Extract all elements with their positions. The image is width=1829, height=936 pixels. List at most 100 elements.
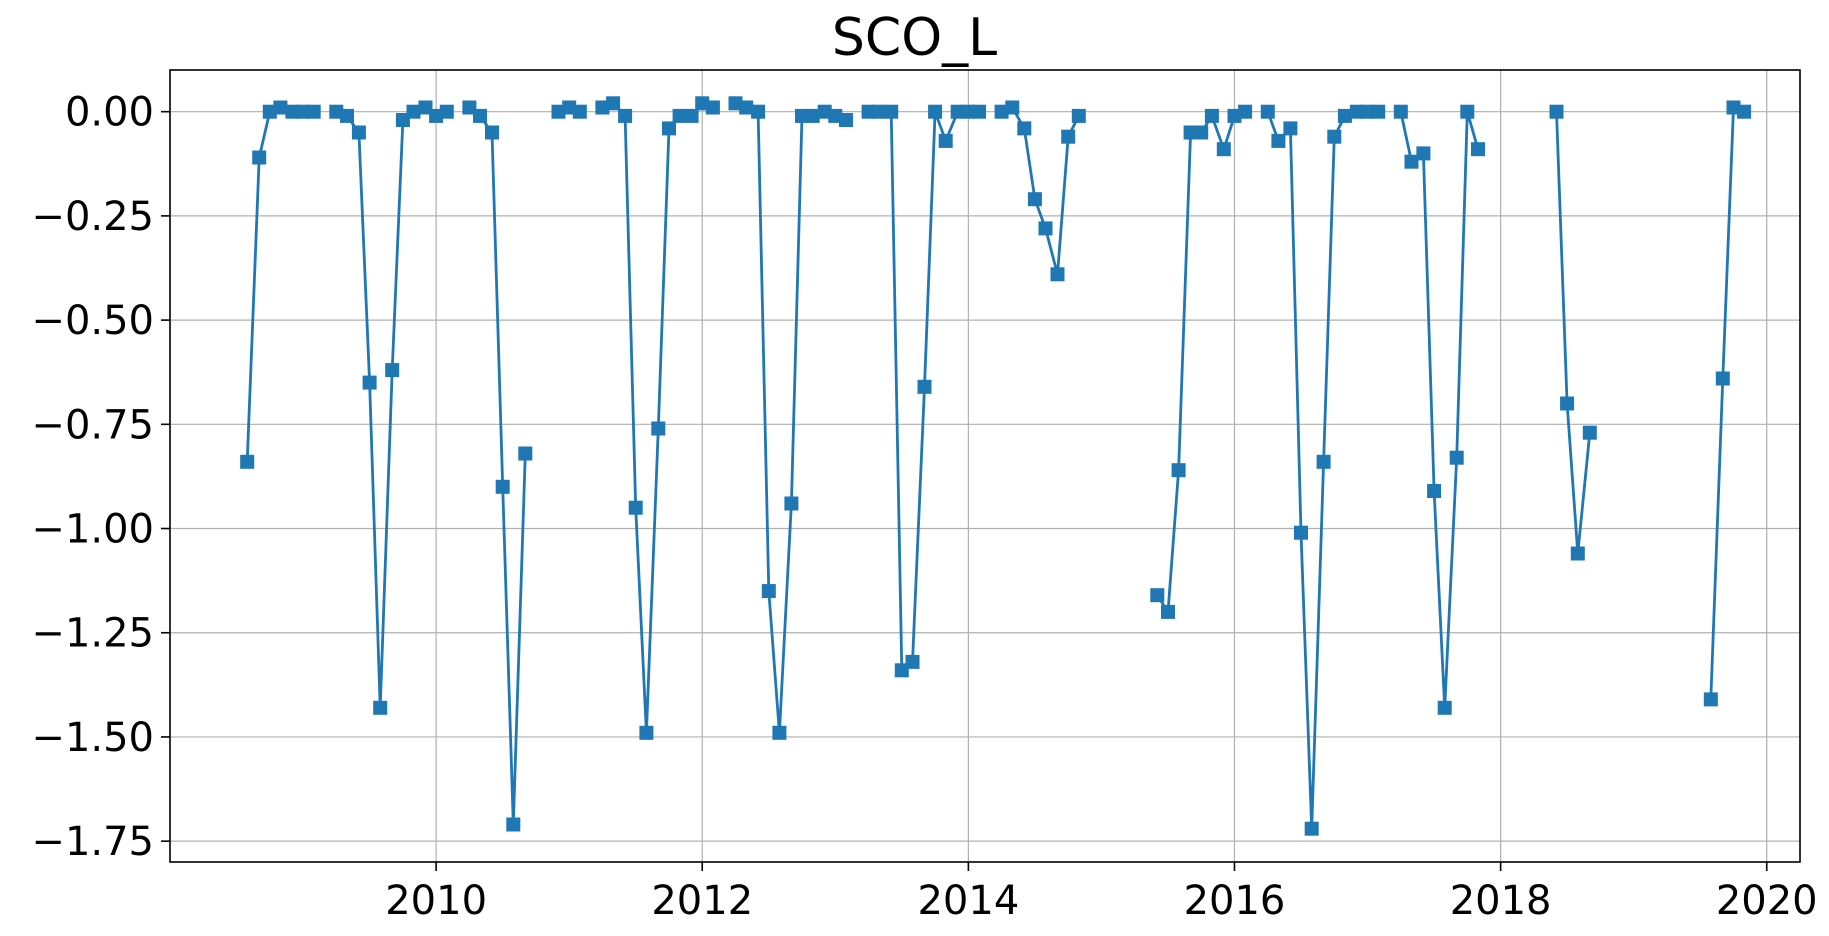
data-point-marker bbox=[495, 479, 510, 494]
data-point-marker bbox=[1271, 133, 1286, 148]
data-point-marker bbox=[905, 654, 920, 669]
data-point-marker bbox=[662, 121, 676, 136]
tick-layer: 2010 2012 2014 2016 2018 2020 0.00 −0.25 −0.50 −0… bbox=[31, 90, 1817, 924]
data-point-marker bbox=[628, 500, 643, 515]
data-point-marker bbox=[240, 454, 255, 469]
data-point-marker bbox=[395, 113, 410, 127]
data-point-marker bbox=[473, 108, 487, 123]
data-point-marker bbox=[506, 817, 521, 832]
series-line-segment bbox=[468, 106, 527, 826]
data-point-marker bbox=[739, 100, 754, 115]
data-point-marker bbox=[562, 100, 577, 115]
data-point-marker bbox=[418, 100, 433, 115]
data-point-marker bbox=[362, 375, 377, 390]
data-point-marker bbox=[1238, 104, 1253, 119]
data-point-marker bbox=[351, 125, 366, 140]
x-tick-label: 2016 bbox=[1184, 878, 1286, 924]
data-point-marker bbox=[839, 113, 853, 127]
data-point-marker bbox=[1737, 104, 1752, 119]
series-line-segment bbox=[1709, 106, 1745, 700]
data-point-marker bbox=[1404, 154, 1419, 169]
data-point-marker bbox=[329, 104, 344, 119]
data-point-marker bbox=[1050, 267, 1065, 282]
y-tick-label: −0.75 bbox=[31, 402, 154, 448]
data-point-marker bbox=[684, 108, 699, 123]
data-point-marker bbox=[1327, 129, 1342, 144]
data-point-marker bbox=[1582, 425, 1597, 440]
data-point-marker bbox=[1171, 463, 1186, 478]
data-point-marker bbox=[1038, 221, 1053, 236]
data-point-marker bbox=[817, 104, 832, 119]
y-tick-label: 0.00 bbox=[65, 90, 154, 136]
y-tick-label: −1.00 bbox=[31, 507, 154, 553]
data-point-marker bbox=[784, 496, 799, 511]
data-point-marker bbox=[761, 584, 776, 599]
data-point-marker bbox=[306, 104, 321, 119]
data-point-marker bbox=[1027, 192, 1042, 207]
data-point-marker bbox=[1393, 104, 1408, 119]
series-line-segment bbox=[1399, 110, 1480, 710]
data-point-marker bbox=[1294, 525, 1308, 540]
data-point-marker bbox=[872, 104, 887, 119]
data-point-marker bbox=[1216, 142, 1231, 157]
data-point-marker bbox=[994, 104, 1009, 119]
x-tick-label: 2012 bbox=[651, 878, 753, 924]
data-point-marker bbox=[518, 446, 533, 461]
data-point-marker bbox=[751, 104, 766, 119]
data-point-marker bbox=[972, 104, 986, 119]
data-point-marker bbox=[795, 108, 809, 123]
data-point-marker bbox=[805, 108, 820, 123]
data-point-marker bbox=[651, 421, 666, 436]
data-point-marker bbox=[1449, 450, 1464, 465]
data-point-marker bbox=[1427, 484, 1442, 498]
data-point-marker bbox=[1316, 454, 1331, 469]
series-line-segment bbox=[1555, 111, 1592, 555]
data-point-marker bbox=[917, 379, 932, 394]
data-point-marker bbox=[252, 150, 267, 165]
series-marker-layer bbox=[240, 96, 1752, 836]
data-point-marker bbox=[728, 96, 743, 111]
data-point-marker bbox=[828, 108, 843, 123]
data-point-marker bbox=[1017, 121, 1032, 136]
data-point-marker bbox=[1304, 821, 1319, 836]
data-point-marker bbox=[606, 96, 621, 111]
data-point-marker bbox=[1471, 142, 1485, 157]
x-tick-label: 2014 bbox=[917, 878, 1019, 924]
data-point-marker bbox=[1227, 108, 1242, 123]
data-point-marker bbox=[938, 133, 953, 148]
data-point-marker bbox=[894, 663, 909, 678]
data-point-marker bbox=[1416, 146, 1431, 161]
data-point-marker bbox=[884, 104, 899, 119]
data-point-marker bbox=[961, 104, 976, 119]
data-point-marker bbox=[285, 104, 300, 119]
x-tick-label: 2010 bbox=[385, 878, 487, 924]
data-point-marker bbox=[1260, 104, 1275, 119]
data-point-marker bbox=[928, 104, 943, 119]
data-point-marker bbox=[595, 100, 610, 115]
data-point-marker bbox=[618, 108, 633, 123]
series-line-segment bbox=[1156, 110, 1246, 614]
data-point-marker bbox=[705, 100, 720, 115]
data-point-marker bbox=[1715, 371, 1730, 386]
grid-layer bbox=[170, 70, 1800, 862]
data-point-marker bbox=[273, 100, 288, 115]
data-point-marker bbox=[340, 108, 354, 123]
data-point-marker bbox=[639, 725, 654, 740]
data-point-marker bbox=[1337, 108, 1352, 123]
data-point-marker bbox=[1194, 125, 1209, 140]
data-point-marker bbox=[1549, 104, 1564, 119]
data-point-marker bbox=[1071, 108, 1086, 123]
data-point-marker bbox=[861, 104, 876, 119]
data-point-marker bbox=[1703, 692, 1718, 707]
data-point-marker bbox=[772, 725, 787, 740]
data-point-marker bbox=[406, 104, 421, 119]
data-point-marker bbox=[429, 108, 444, 123]
data-point-marker bbox=[462, 100, 477, 115]
data-point-marker bbox=[1161, 604, 1175, 619]
data-point-marker bbox=[551, 104, 566, 119]
data-point-marker bbox=[1204, 108, 1219, 123]
data-point-marker bbox=[1437, 700, 1452, 715]
data-point-marker bbox=[1349, 104, 1364, 119]
